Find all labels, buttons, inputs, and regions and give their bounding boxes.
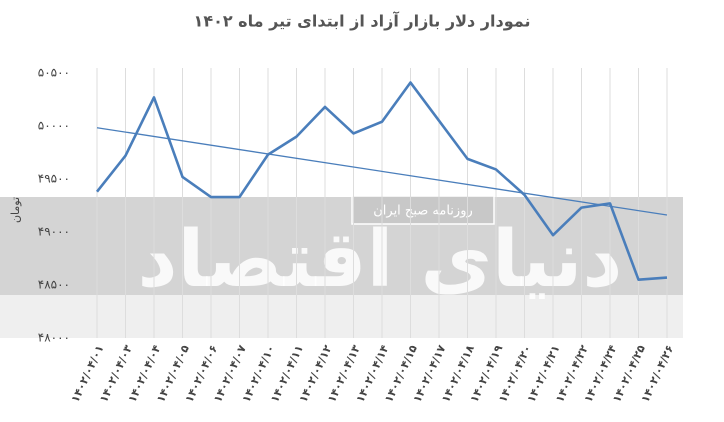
watermark-box (351, 195, 495, 225)
chart-title: نمودار دلار بازار آزاد از ابتدای تیر ماه… (194, 11, 531, 31)
watermark-brand: دنیای اقتصاد (138, 215, 623, 305)
trend-line (96, 127, 668, 216)
y-tick-label: ۴۹۵۰۰ (38, 172, 70, 186)
watermark-band-lower (0, 295, 683, 338)
y-tick-label: ۴۸۵۰۰ (38, 278, 70, 292)
y-tick-label: ۵۰۵۰۰ (38, 66, 70, 80)
watermark-subtitle: روزنامه صبح ایران (373, 204, 473, 219)
y-axis-label: تومان (9, 197, 22, 223)
data-line (95, 81, 668, 282)
y-tick-label: ۴۹۰۰۰ (38, 225, 70, 239)
watermark-band (0, 197, 683, 295)
y-tick-label: ۴۸۰۰۰ (38, 331, 70, 345)
y-tick-label: ۵۰۰۰۰ (38, 119, 70, 133)
